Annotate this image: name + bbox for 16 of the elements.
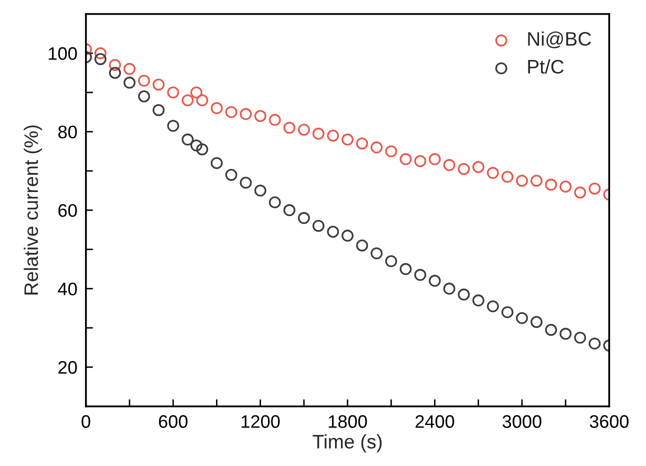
y-axis-title: Relative current (%) <box>24 125 42 294</box>
x-tick-label: 1200 <box>242 415 280 428</box>
x-tick-label: 2400 <box>416 415 454 428</box>
x-tick-label: 600 <box>158 415 188 428</box>
y-tick-label: 100 <box>48 47 77 60</box>
legend-label: Pt/C <box>528 59 564 74</box>
x-tick-label: 3600 <box>590 415 629 428</box>
x-tick-label: 1800 <box>328 415 367 428</box>
y-tick-label: 40 <box>58 282 77 296</box>
x-tick-label: 3000 <box>502 415 542 428</box>
y-tick-label: 20 <box>58 361 77 374</box>
legend-label: Ni@BC <box>528 31 591 48</box>
y-tick-label: 80 <box>58 126 77 138</box>
y-tick-label: 60 <box>58 204 77 217</box>
x-axis-title: Time (s) <box>312 434 382 452</box>
x-tick-label: 0 <box>82 415 90 428</box>
